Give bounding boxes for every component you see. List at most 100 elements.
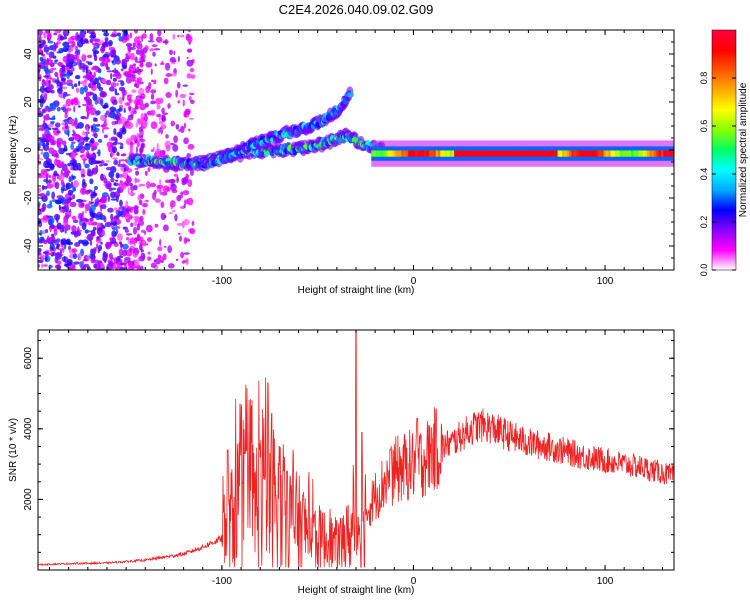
noise-blob: [38, 247, 42, 253]
noise-blob: [103, 216, 107, 223]
noise-blob: [134, 167, 139, 170]
noise-blob: [65, 59, 72, 67]
noise-blob: [72, 252, 78, 260]
noise-blob: [40, 151, 44, 155]
noise-blob: [136, 66, 139, 70]
noise-blob: [105, 241, 111, 250]
noise-blob: [75, 198, 83, 203]
noise-blob: [123, 226, 127, 230]
noise-blob: [103, 121, 108, 128]
noise-blob: [147, 251, 151, 255]
noise-blob: [190, 74, 196, 79]
tone-band-core: [467, 150, 471, 157]
noise-blob: [151, 79, 154, 83]
noise-blob: [64, 167, 70, 176]
noise-blob: [163, 245, 167, 248]
colorbar-ticks: 0.0 0.2 0.4 0.6 0.8: [699, 72, 736, 276]
noise-blob: [139, 215, 144, 222]
noise-blob: [171, 209, 176, 213]
tone-band-core: [631, 150, 634, 157]
noise-blob: [130, 79, 137, 82]
noise-blob: [178, 129, 181, 132]
noise-blob: [100, 173, 104, 182]
noise-blob: [164, 179, 172, 184]
noise-blob: [46, 183, 54, 189]
noise-blob: [139, 48, 144, 57]
spectrogram-plot-area: [38, 30, 674, 270]
noise-blob: [72, 194, 76, 200]
noise-blob: [160, 212, 166, 221]
noise-blob: [115, 92, 120, 96]
tone-band-core: [592, 150, 595, 157]
tone-band-core: [541, 150, 545, 157]
noise-blob: [64, 195, 70, 200]
noise-blob: [39, 256, 45, 261]
noise-blob: [77, 80, 81, 87]
tone-band-core: [403, 150, 407, 157]
noise-blob: [61, 86, 68, 90]
noise-blob: [177, 81, 181, 89]
tone-band-core: [472, 150, 476, 157]
noise-blob: [86, 54, 93, 59]
noise-blob: [133, 259, 140, 267]
noise-blob: [132, 110, 137, 114]
noise-blob: [91, 42, 99, 46]
y-tick-label: 40: [23, 48, 34, 60]
noise-blob: [147, 167, 151, 173]
noise-blob: [130, 74, 134, 78]
noise-blob: [65, 182, 72, 190]
noise-blob: [89, 240, 93, 246]
tone-band-core: [490, 150, 494, 157]
noise-blob: [132, 70, 139, 73]
noise-blob: [108, 39, 113, 47]
noise-blob: [173, 50, 176, 56]
tone-band-core: [647, 150, 650, 157]
noise-blob: [41, 79, 46, 88]
noise-blob: [43, 151, 50, 160]
noise-blob: [47, 31, 52, 39]
snr-ticks: -100 0 100 2000 4000 6000: [23, 330, 674, 587]
noise-blob: [96, 222, 101, 228]
tone-band-core: [433, 150, 436, 157]
noise-blob: [73, 261, 80, 265]
noise-blob: [182, 84, 189, 87]
noise-blob: [128, 66, 135, 73]
noise-blob: [102, 57, 109, 65]
tone-band-core: [601, 150, 604, 157]
noise-blob: [53, 30, 61, 33]
noise-blob: [89, 178, 94, 185]
noise-blob: [124, 229, 130, 233]
noise-blob: [53, 227, 56, 233]
noise-blob: [172, 72, 177, 77]
noise-blob: [89, 71, 93, 75]
noise-blob: [71, 67, 75, 72]
noise-blob: [43, 160, 50, 169]
noise-blob: [41, 44, 48, 47]
noise-blob: [50, 120, 55, 124]
noise-blob: [96, 151, 100, 154]
tone-band-core: [511, 150, 515, 157]
noise-blob: [106, 66, 110, 71]
noise-blob: [92, 141, 99, 147]
noise-blob: [105, 110, 110, 115]
noise-blob: [115, 192, 118, 196]
y-tick-label: 20: [23, 96, 34, 108]
noise-blob: [42, 264, 48, 267]
noise-blob: [132, 215, 140, 219]
colorbar-tick-label: 0.2: [699, 216, 709, 229]
noise-blob: [182, 99, 185, 107]
noise-blob: [138, 255, 145, 262]
noise-blob: [165, 73, 173, 77]
noise-blob: [63, 145, 68, 152]
noise-blob: [96, 197, 100, 206]
tone-band-core: [670, 150, 673, 157]
noise-blob: [129, 32, 133, 39]
tone-band-core: [571, 150, 574, 157]
noise-blob: [158, 120, 164, 125]
noise-blob: [92, 38, 99, 41]
noise-blob: [49, 242, 55, 251]
noise-blob: [183, 236, 188, 245]
noise-blob: [48, 163, 55, 169]
noise-blob: [66, 79, 73, 85]
noise-blob: [183, 122, 187, 129]
